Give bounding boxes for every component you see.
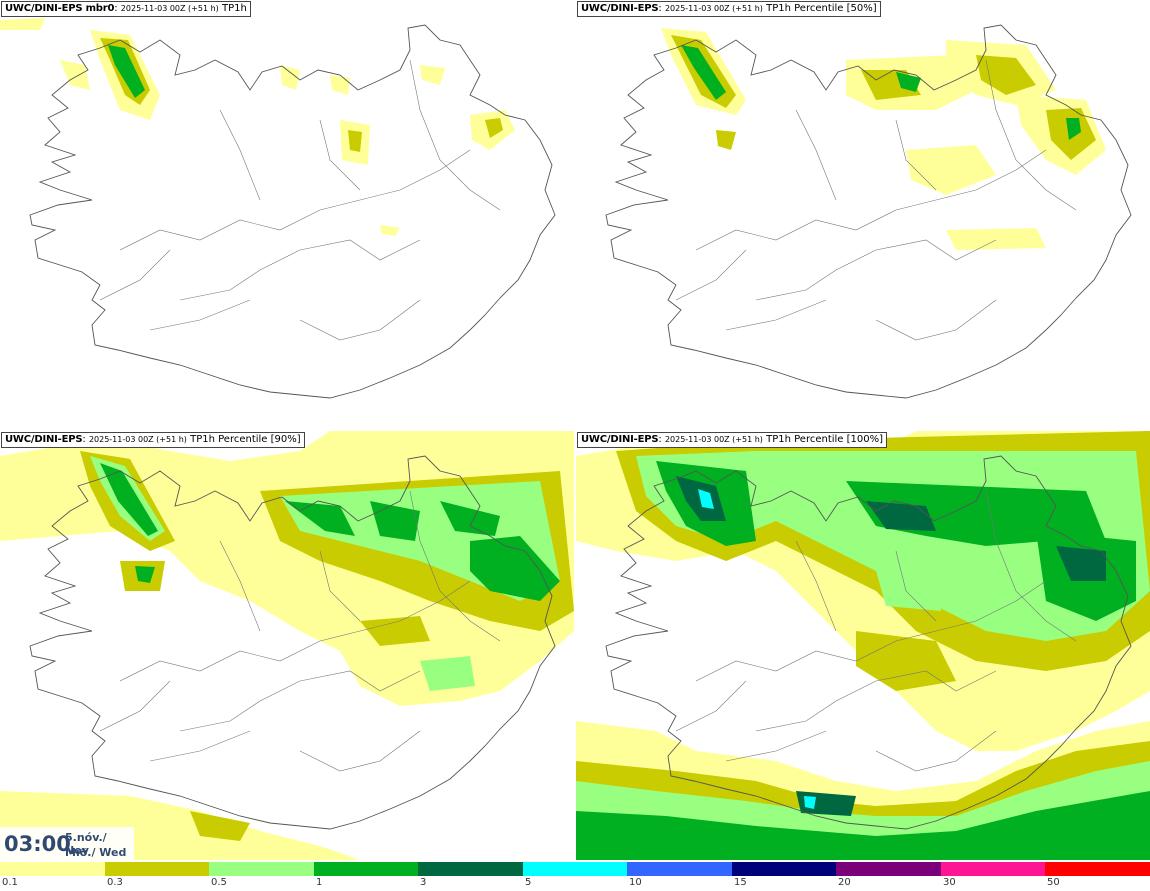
model-name: UWC/DINI-EPS <box>5 434 83 445</box>
colorbar-tick-label: 0.5 <box>211 877 227 888</box>
run-time: 2025-11-03 00Z (+51 h) <box>88 435 187 444</box>
colorbar-tick-label: 15 <box>734 877 747 888</box>
colorbar-tick-label: 10 <box>629 877 642 888</box>
colorbar-segment <box>0 862 105 876</box>
colorbar-segment <box>209 862 314 876</box>
precip-field <box>576 431 1150 860</box>
precip-map <box>576 431 1150 860</box>
map-panel-percentile-90: UWC/DINI-EPS: 2025-11-03 00Z (+51 h) TP1… <box>0 431 574 860</box>
valid-time: 03:00 <box>4 832 71 856</box>
model-name: UWC/DINI-EPS <box>581 434 659 445</box>
panel-title: UWC/DINI-EPS: 2025-11-03 00Z (+51 h) TP1… <box>1 432 305 448</box>
parameter-name: TP1h <box>221 3 247 14</box>
map-panel-percentile-50: UWC/DINI-EPS: 2025-11-03 00Z (+51 h) TP1… <box>576 0 1150 429</box>
colorbar-tick-label: 20 <box>838 877 851 888</box>
colorbar-tick-label: 3 <box>420 877 427 888</box>
colorbar-tick-label: 30 <box>943 877 956 888</box>
run-time: 2025-11-03 00Z (+51 h) <box>120 4 219 13</box>
colorbar-segment <box>104 862 210 876</box>
colorbar-segment <box>313 862 419 876</box>
valid-weekday: Mið./ Wed <box>65 846 127 859</box>
colorbar-tick-label: 1 <box>316 877 323 888</box>
colorbar-segment <box>836 862 941 876</box>
precip-field <box>0 18 515 236</box>
member-name: mbr0 <box>85 3 115 14</box>
parameter-name: TP1h Percentile [90%] <box>190 434 301 445</box>
precip-field <box>661 28 1106 250</box>
parameter-name: TP1h Percentile [50%] <box>766 3 877 14</box>
colorbar-tick-label: 50 <box>1047 877 1060 888</box>
precip-field <box>0 431 574 860</box>
colorbar-segment <box>522 862 628 876</box>
panel-title: UWC/DINI-EPS mbr0: 2025-11-03 00Z (+51 h… <box>1 1 251 17</box>
map-panel-percentile-100: UWC/DINI-EPS: 2025-11-03 00Z (+51 h) TP1… <box>576 431 1150 860</box>
run-time: 2025-11-03 00Z (+51 h) <box>664 435 763 444</box>
colorbar-segment <box>627 862 732 876</box>
panel-title: UWC/DINI-EPS: 2025-11-03 00Z (+51 h) TP1… <box>577 432 888 448</box>
colorbar-tick-labels: 0.1 0.3 0.5 1 3 5 10 15 20 30 50 <box>0 876 1150 891</box>
colorbar-tick-label: 0.1 <box>2 877 18 888</box>
colorbar-segment <box>731 862 837 876</box>
colorbar-segment <box>940 862 1046 876</box>
model-name: UWC/DINI-EPS <box>581 3 659 14</box>
run-time: 2025-11-03 00Z (+51 h) <box>664 4 763 13</box>
precip-map <box>0 431 574 860</box>
panel-divider-horizontal <box>0 429 1150 431</box>
panel-divider-vertical <box>574 0 576 862</box>
valid-time-box: 03:00 5.nóv./ Nov Mið./ Wed <box>0 827 134 862</box>
model-name: UWC/DINI-EPS <box>5 3 83 14</box>
precip-colorbar <box>0 862 1150 876</box>
panel-title: UWC/DINI-EPS: 2025-11-03 00Z (+51 h) TP1… <box>577 1 881 17</box>
parameter-name: TP1h Percentile [100%] <box>766 434 884 445</box>
colorbar-segment <box>1045 862 1150 876</box>
map-panel-member: UWC/DINI-EPS mbr0: 2025-11-03 00Z (+51 h… <box>0 0 574 429</box>
valid-date: 5.nóv./ Nov <box>65 831 107 857</box>
colorbar-tick-label: 0.3 <box>107 877 123 888</box>
precip-map <box>605 24 1132 399</box>
precip-map <box>0 18 556 399</box>
colorbar-tick-label: 5 <box>525 877 532 888</box>
colorbar-segment <box>418 862 523 876</box>
